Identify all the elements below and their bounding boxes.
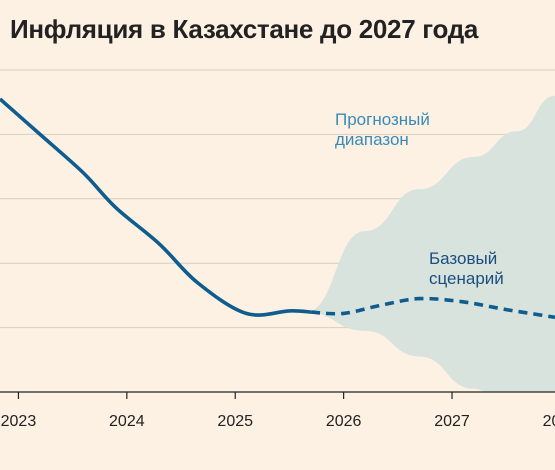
forecast-band-area bbox=[305, 95, 555, 392]
annotation-forecast-range: Прогнозный диапазон bbox=[335, 110, 430, 149]
x-tick-label-2025: 2025 bbox=[217, 413, 253, 430]
annotation-base-scenario: Базовый сценарий bbox=[429, 249, 504, 288]
series-line-forecast bbox=[310, 296, 555, 320]
x-tick-label-2023: 2023 bbox=[1, 413, 37, 430]
x-tick-label-2026: 2026 bbox=[326, 413, 362, 430]
annotation-forecast-range-line-0: Прогнозный bbox=[335, 110, 430, 129]
forecast-band bbox=[305, 95, 555, 392]
chart-title: Инфляция в Казахстане до 2027 года bbox=[10, 14, 479, 44]
annotation-base-scenario-line-0: Базовый bbox=[429, 249, 497, 268]
annotation-forecast-range-line-1: диапазон bbox=[335, 130, 409, 149]
series-line-actual bbox=[0, 97, 312, 317]
x-tick-label-2028: 2028 bbox=[543, 413, 555, 430]
x-axis: 2023 2024 2025 2026 2027 2028 bbox=[0, 391, 555, 430]
annotations: Прогнозный диапазон Базовый сценарий bbox=[335, 110, 504, 288]
x-tick-label-2027: 2027 bbox=[434, 413, 470, 430]
series-lines bbox=[0, 97, 555, 320]
x-tick-label-2024: 2024 bbox=[109, 413, 145, 430]
annotation-base-scenario-line-1: сценарий bbox=[429, 269, 504, 288]
